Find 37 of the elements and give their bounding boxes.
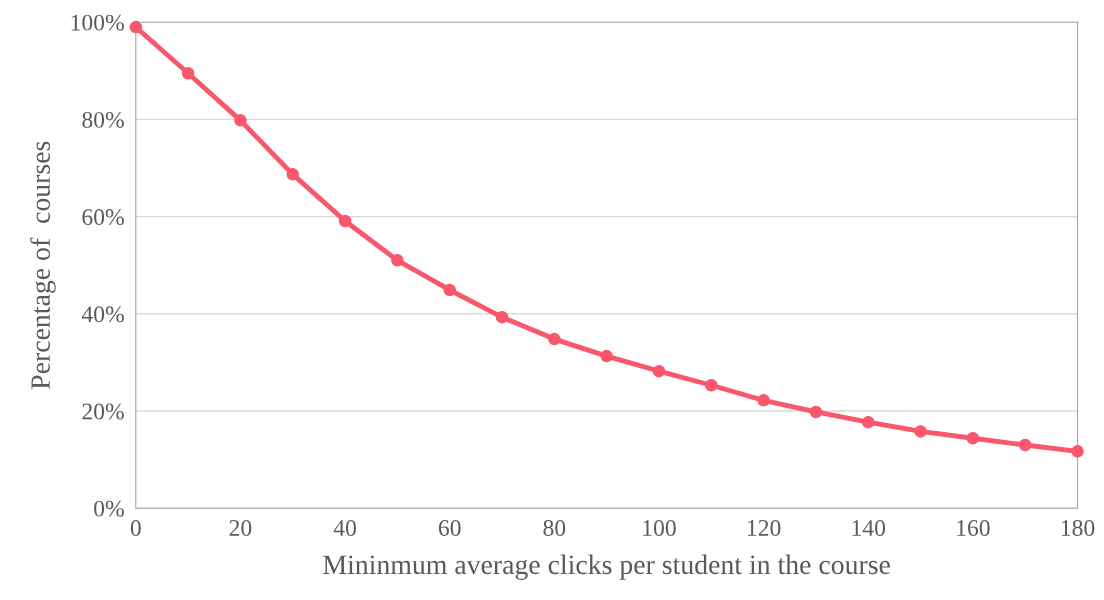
x-tick-label: 0: [130, 519, 141, 536]
point: [705, 378, 718, 392]
point: [757, 394, 770, 407]
point: [966, 431, 980, 445]
x-tick-label: 80: [543, 519, 566, 536]
point: [181, 66, 195, 80]
point: [443, 283, 456, 297]
point: [548, 332, 561, 346]
point: [809, 405, 823, 419]
point: [495, 310, 509, 324]
point: [652, 364, 666, 378]
x-tick-label: 20: [229, 519, 252, 536]
point: [1018, 438, 1032, 452]
y-tick-label: 80%: [82, 111, 124, 128]
point: [914, 425, 927, 438]
y-axis-title: Percentage of courses: [30, 141, 56, 389]
x-tick-label: 160: [957, 519, 990, 536]
x-tick-label: 140: [852, 519, 886, 536]
y-tick-label: 0%: [94, 500, 124, 517]
point: [391, 254, 404, 267]
point: [234, 114, 247, 127]
x-tick-label: 180: [1061, 519, 1095, 536]
point: [286, 168, 299, 181]
point: [129, 20, 143, 34]
x-tick-label: 60: [438, 519, 461, 536]
point: [600, 349, 613, 363]
point: [861, 415, 875, 429]
x-tick-label: 100: [643, 519, 676, 536]
x-tick-label: 120: [747, 519, 781, 536]
point: [338, 214, 352, 228]
x-axis-title: Mininmum average clicks per student in the course: [323, 554, 890, 580]
y-tick-label: 100%: [71, 14, 124, 31]
y-tick-label: 20%: [82, 403, 124, 420]
y-tick-label: 40%: [81, 306, 124, 323]
y-tick-label: 60%: [82, 209, 124, 226]
x-tick-label: 40: [333, 519, 356, 536]
point: [1071, 445, 1084, 458]
